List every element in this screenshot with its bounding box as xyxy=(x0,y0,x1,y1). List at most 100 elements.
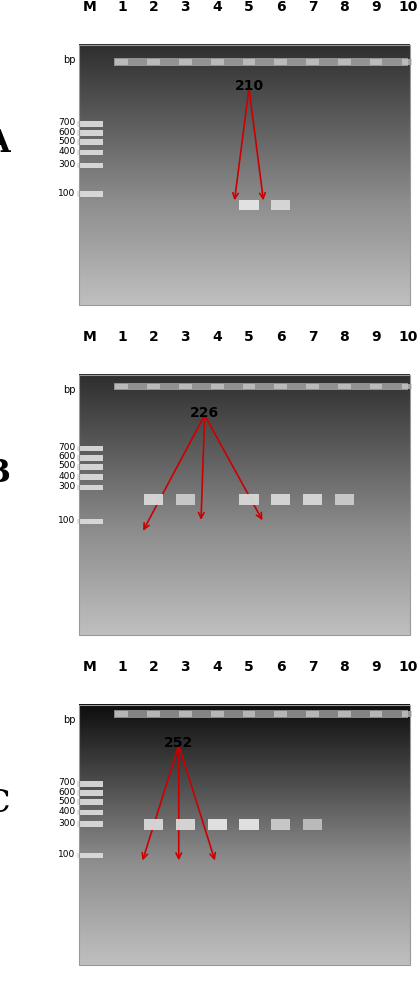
Bar xyxy=(77,163,103,168)
Bar xyxy=(239,494,259,505)
Text: 7: 7 xyxy=(308,660,318,674)
Bar xyxy=(114,383,408,390)
Bar xyxy=(176,819,195,830)
Text: 9: 9 xyxy=(371,660,381,674)
Text: 500: 500 xyxy=(58,797,75,806)
Text: 10: 10 xyxy=(398,660,417,674)
Bar xyxy=(147,711,160,717)
Bar xyxy=(144,494,163,505)
Bar xyxy=(370,384,383,389)
Bar xyxy=(306,711,319,717)
Text: 226: 226 xyxy=(190,406,219,420)
Text: 9: 9 xyxy=(371,0,381,14)
Bar xyxy=(114,58,408,66)
Text: 500: 500 xyxy=(58,137,75,146)
Bar xyxy=(239,819,259,830)
Text: M: M xyxy=(83,0,97,14)
Text: 7: 7 xyxy=(308,0,318,14)
Bar xyxy=(303,494,322,505)
Bar xyxy=(77,455,103,461)
Text: 1: 1 xyxy=(117,0,127,14)
Bar xyxy=(77,150,103,155)
Bar xyxy=(77,130,103,136)
Text: 10: 10 xyxy=(398,330,417,344)
Text: bp: bp xyxy=(63,385,75,395)
Bar xyxy=(77,191,103,197)
Bar xyxy=(176,494,195,505)
Text: 210: 210 xyxy=(234,79,263,93)
Text: 2: 2 xyxy=(149,660,158,674)
Bar xyxy=(271,819,290,830)
Bar xyxy=(274,59,287,65)
Text: 400: 400 xyxy=(58,472,75,481)
Text: 700: 700 xyxy=(58,778,75,787)
Text: 6: 6 xyxy=(276,330,286,344)
Bar xyxy=(116,711,128,717)
Bar xyxy=(211,59,223,65)
Bar xyxy=(338,59,351,65)
Text: 252: 252 xyxy=(164,736,193,750)
Text: B: B xyxy=(0,458,10,489)
Text: bp: bp xyxy=(63,715,75,725)
Bar xyxy=(77,464,103,470)
Bar xyxy=(306,384,319,389)
Text: M: M xyxy=(83,330,97,344)
Bar xyxy=(370,711,383,717)
Text: 500: 500 xyxy=(58,461,75,470)
Text: 6: 6 xyxy=(276,0,286,14)
Bar xyxy=(77,853,103,858)
Bar xyxy=(77,519,103,524)
Bar xyxy=(77,781,103,787)
Bar xyxy=(116,384,128,389)
Bar xyxy=(114,710,408,718)
Bar xyxy=(335,494,354,505)
Text: 3: 3 xyxy=(181,0,190,14)
Text: M: M xyxy=(83,660,97,674)
Text: 1: 1 xyxy=(117,660,127,674)
Text: 100: 100 xyxy=(58,189,75,198)
Bar xyxy=(402,711,414,717)
Text: 5: 5 xyxy=(244,0,254,14)
Bar xyxy=(338,384,351,389)
Text: 1: 1 xyxy=(117,330,127,344)
Text: 300: 300 xyxy=(58,819,75,828)
Bar xyxy=(79,705,410,965)
Text: 8: 8 xyxy=(339,330,349,344)
Bar xyxy=(77,446,103,451)
Bar xyxy=(79,45,410,305)
Text: 9: 9 xyxy=(371,330,381,344)
Text: 8: 8 xyxy=(339,660,349,674)
Text: A: A xyxy=(0,128,10,159)
Text: 100: 100 xyxy=(58,850,75,859)
Bar xyxy=(370,59,383,65)
Text: 600: 600 xyxy=(58,128,75,137)
Text: 300: 300 xyxy=(58,160,75,169)
Text: 700: 700 xyxy=(58,443,75,452)
Text: 3: 3 xyxy=(181,660,190,674)
Bar xyxy=(179,59,192,65)
Bar xyxy=(274,384,287,389)
Bar xyxy=(77,790,103,796)
Bar xyxy=(271,494,290,505)
Text: 700: 700 xyxy=(58,118,75,127)
Bar xyxy=(77,485,103,490)
Bar xyxy=(144,819,163,830)
Text: 4: 4 xyxy=(213,0,222,14)
Text: 400: 400 xyxy=(58,147,75,156)
Text: 300: 300 xyxy=(58,482,75,491)
Bar xyxy=(77,474,103,480)
Text: 3: 3 xyxy=(181,330,190,344)
Bar xyxy=(239,200,259,210)
Bar xyxy=(271,200,290,210)
Text: 2: 2 xyxy=(149,0,158,14)
Text: 6: 6 xyxy=(276,660,286,674)
Bar xyxy=(207,819,227,830)
Bar xyxy=(79,375,410,635)
Text: bp: bp xyxy=(63,55,75,65)
Text: 400: 400 xyxy=(58,807,75,816)
Bar xyxy=(243,711,255,717)
Bar xyxy=(402,59,414,65)
Bar xyxy=(402,384,414,389)
Bar xyxy=(243,384,255,389)
Text: 5: 5 xyxy=(244,660,254,674)
